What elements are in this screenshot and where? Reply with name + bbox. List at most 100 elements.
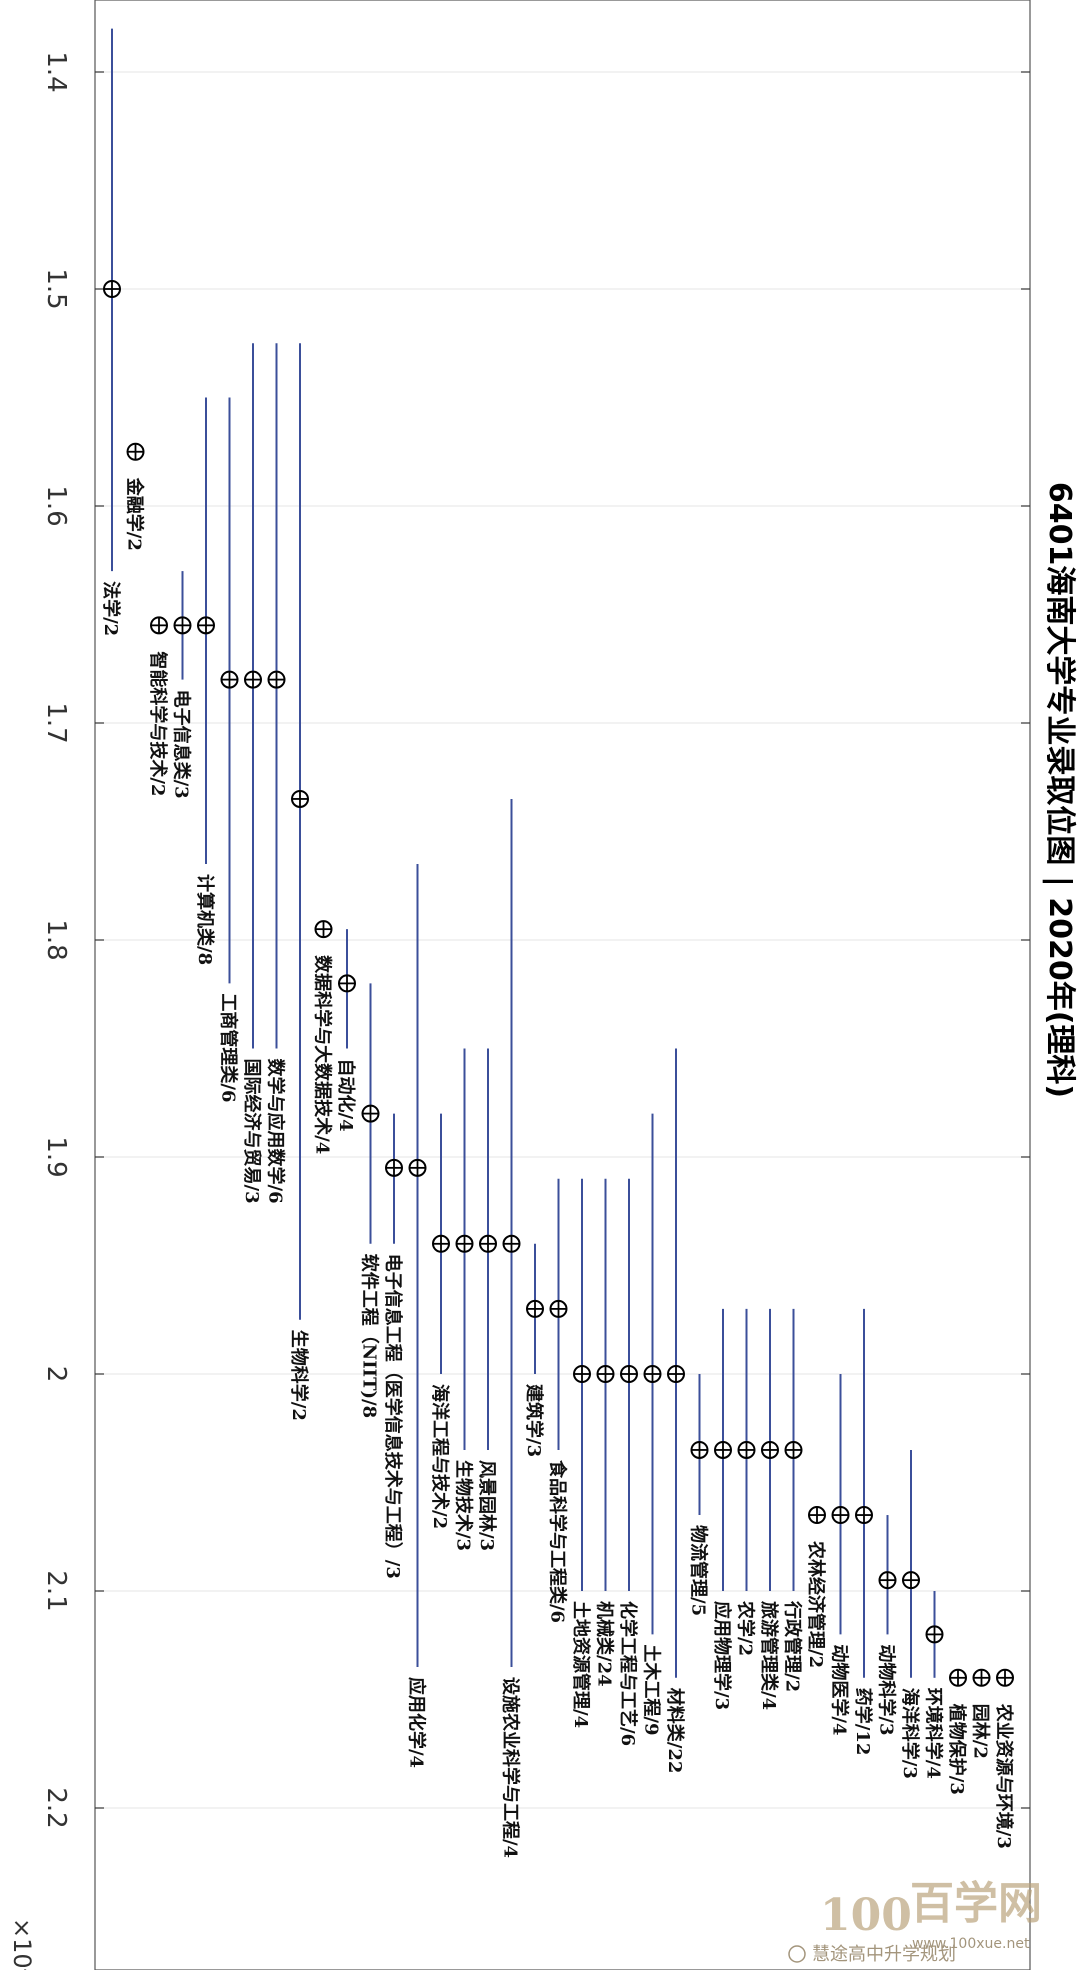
rank-point (808, 1506, 826, 1525)
rank-point (925, 1625, 944, 1644)
rank-point (643, 1365, 662, 1383)
rank-point (620, 1365, 638, 1383)
watermark-url: www.100xue.net (912, 1936, 1030, 1952)
y-tick-label: 2 (41, 1366, 71, 1383)
rank-point (455, 1234, 474, 1253)
rank-point (761, 1440, 779, 1459)
major-label: 化学工程与工艺/6 (617, 1601, 639, 1746)
major-labels: 法学/2 金融学/2 智能科学与技术/2 电子信息类/3 计算机类/8 工商管理类/6国际… (100, 477, 1015, 1858)
watermark-number: 100 (820, 1890, 912, 1941)
major-label: 药学/12 (852, 1688, 874, 1756)
major-label: 电子信息工程（医学信息技术与工程）/3 (382, 1254, 404, 1579)
rank-point (103, 280, 121, 298)
major-label: 国际经济与贸易/3 (241, 1059, 263, 1204)
rank-point (385, 1158, 403, 1177)
rank-point (408, 1158, 427, 1177)
chart-title: 6401海南大学专业录取位图 | 2020年(理科) (1042, 482, 1077, 1098)
major-label: 机械类/24 (594, 1601, 616, 1687)
rank-point (714, 1440, 732, 1459)
major-label: 物流管理/5 (688, 1525, 710, 1616)
y-tick-label: 1.6 (41, 485, 71, 526)
rank-point (737, 1440, 756, 1459)
major-label: 数据科学与大数据技术/4 (312, 955, 334, 1154)
watermark: 100 百学网 慧途高中升学规划 www.100xue.net (788, 1878, 1042, 1965)
y-tick-label: 1.4 (41, 51, 71, 92)
rank-point (267, 670, 286, 689)
major-label: 生物技术/3 (453, 1460, 475, 1551)
major-label: 法学/2 (100, 581, 122, 636)
major-label: 园林/2 (970, 1704, 992, 1759)
major-label: 土木工程/9 (641, 1644, 663, 1735)
rank-point (150, 616, 168, 635)
watermark-name: 百学网 (910, 1878, 1042, 1929)
major-label: 智能科学与技术/2 (147, 651, 169, 796)
major-label: 设施农业科学与工程/4 (500, 1677, 522, 1858)
rank-point (667, 1365, 685, 1383)
rank-point (855, 1506, 873, 1525)
rank-point (502, 1234, 521, 1253)
rank-point (573, 1365, 591, 1383)
major-label: 旅游管理类/4 (758, 1601, 780, 1710)
rank-point (361, 1104, 380, 1123)
y-tick-label: 1.8 (41, 919, 71, 960)
major-label: 环境科学/4 (923, 1688, 945, 1779)
y-axis-ticks: 1.4 1.5 1.6 1.7 1.8 1.9 2 2.1 2.2 (41, 51, 1030, 1829)
major-label: 风景园林/3 (476, 1460, 498, 1551)
y-tick-label: 1.9 (41, 1136, 71, 1177)
major-label: 材料类/22 (664, 1688, 686, 1774)
y-tick-label: 1.7 (41, 702, 71, 743)
major-label: 计算机类/8 (194, 874, 216, 965)
major-label: 动物医学/4 (829, 1644, 851, 1735)
major-label: 软件工程（NIIT)/8 (359, 1254, 381, 1418)
rank-point (432, 1234, 450, 1253)
major-label: 行政管理/2 (782, 1600, 804, 1692)
major-label: 农业资源与环境/3 (993, 1703, 1015, 1849)
y-tick-label: 1.5 (41, 268, 71, 309)
wechat-icon (788, 1945, 806, 1963)
rank-point (173, 616, 192, 635)
rank-point (972, 1668, 991, 1687)
rank-point (902, 1571, 920, 1590)
rank-point (197, 616, 215, 635)
gridlines (95, 71, 1030, 1809)
major-label: 海洋科学/3 (899, 1688, 921, 1779)
major-label: 生物科学/2 (288, 1330, 310, 1421)
major-label: 工商管理类/6 (218, 993, 240, 1102)
rank-point (244, 670, 262, 689)
watermark-account: 慧途高中升学规划 (812, 1944, 956, 1965)
major-label: 食品科学与工程类/6 (547, 1459, 569, 1623)
major-label: 动物科学/3 (876, 1644, 898, 1735)
rank-point (878, 1571, 897, 1590)
data-points (103, 280, 1014, 1687)
major-label: 植物保护/3 (946, 1704, 968, 1795)
plot-frame (94, 0, 1031, 1970)
rank-point (784, 1440, 803, 1459)
major-label: 农林经济管理/2 (805, 1540, 827, 1668)
rank-point (338, 974, 356, 993)
major-label: 金融学/2 (124, 477, 146, 551)
axis-exponent-label: ×10⁴ (8, 1918, 36, 1970)
rank-point (479, 1234, 497, 1253)
major-label: 海洋工程与技术/2 (429, 1384, 451, 1529)
major-label: 建筑学/3 (523, 1384, 545, 1457)
rank-point (526, 1299, 544, 1318)
rank-point (220, 670, 239, 689)
rank-point (949, 1668, 967, 1687)
y-tick-label: 2.2 (41, 1787, 71, 1828)
rank-point (291, 789, 309, 808)
y-tick-label: 2.1 (41, 1570, 71, 1611)
major-label: 数学与应用数学/6 (265, 1059, 287, 1204)
major-label: 应用物理学/3 (711, 1601, 733, 1710)
rank-point (831, 1506, 850, 1525)
rank-point (996, 1668, 1014, 1687)
major-label: 农学/2 (735, 1600, 757, 1656)
major-label: 土地资源管理/4 (570, 1601, 592, 1728)
major-label: 电子信息类/3 (171, 690, 193, 799)
rank-point (314, 920, 333, 939)
major-label: 应用化学/4 (406, 1677, 428, 1768)
rank-point (126, 442, 145, 461)
rank-point (549, 1299, 568, 1318)
major-label: 自动化/4 (335, 1059, 357, 1132)
rank-point (596, 1365, 615, 1383)
